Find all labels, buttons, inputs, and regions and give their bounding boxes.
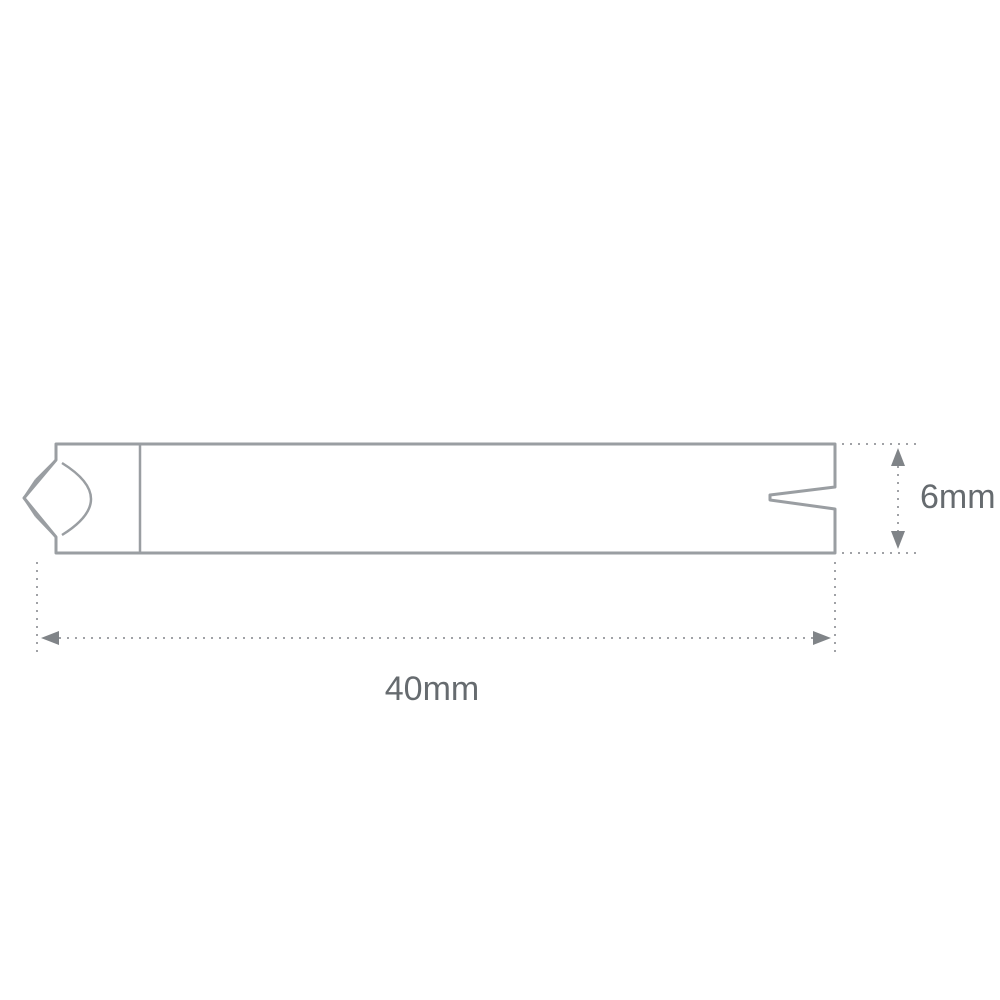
length-arrow-right [813,631,831,645]
height-label: 6mm [920,478,996,516]
height-arrow-top [891,448,905,466]
tool-body-outline [24,444,835,553]
tip-step-lines [24,460,56,537]
length-arrow-left [41,631,59,645]
length-label: 40mm [385,670,479,708]
tip-internal-lines [62,444,140,553]
dimension-diagram: 40mm 6mm [0,0,1000,1000]
height-arrow-bottom [891,531,905,549]
